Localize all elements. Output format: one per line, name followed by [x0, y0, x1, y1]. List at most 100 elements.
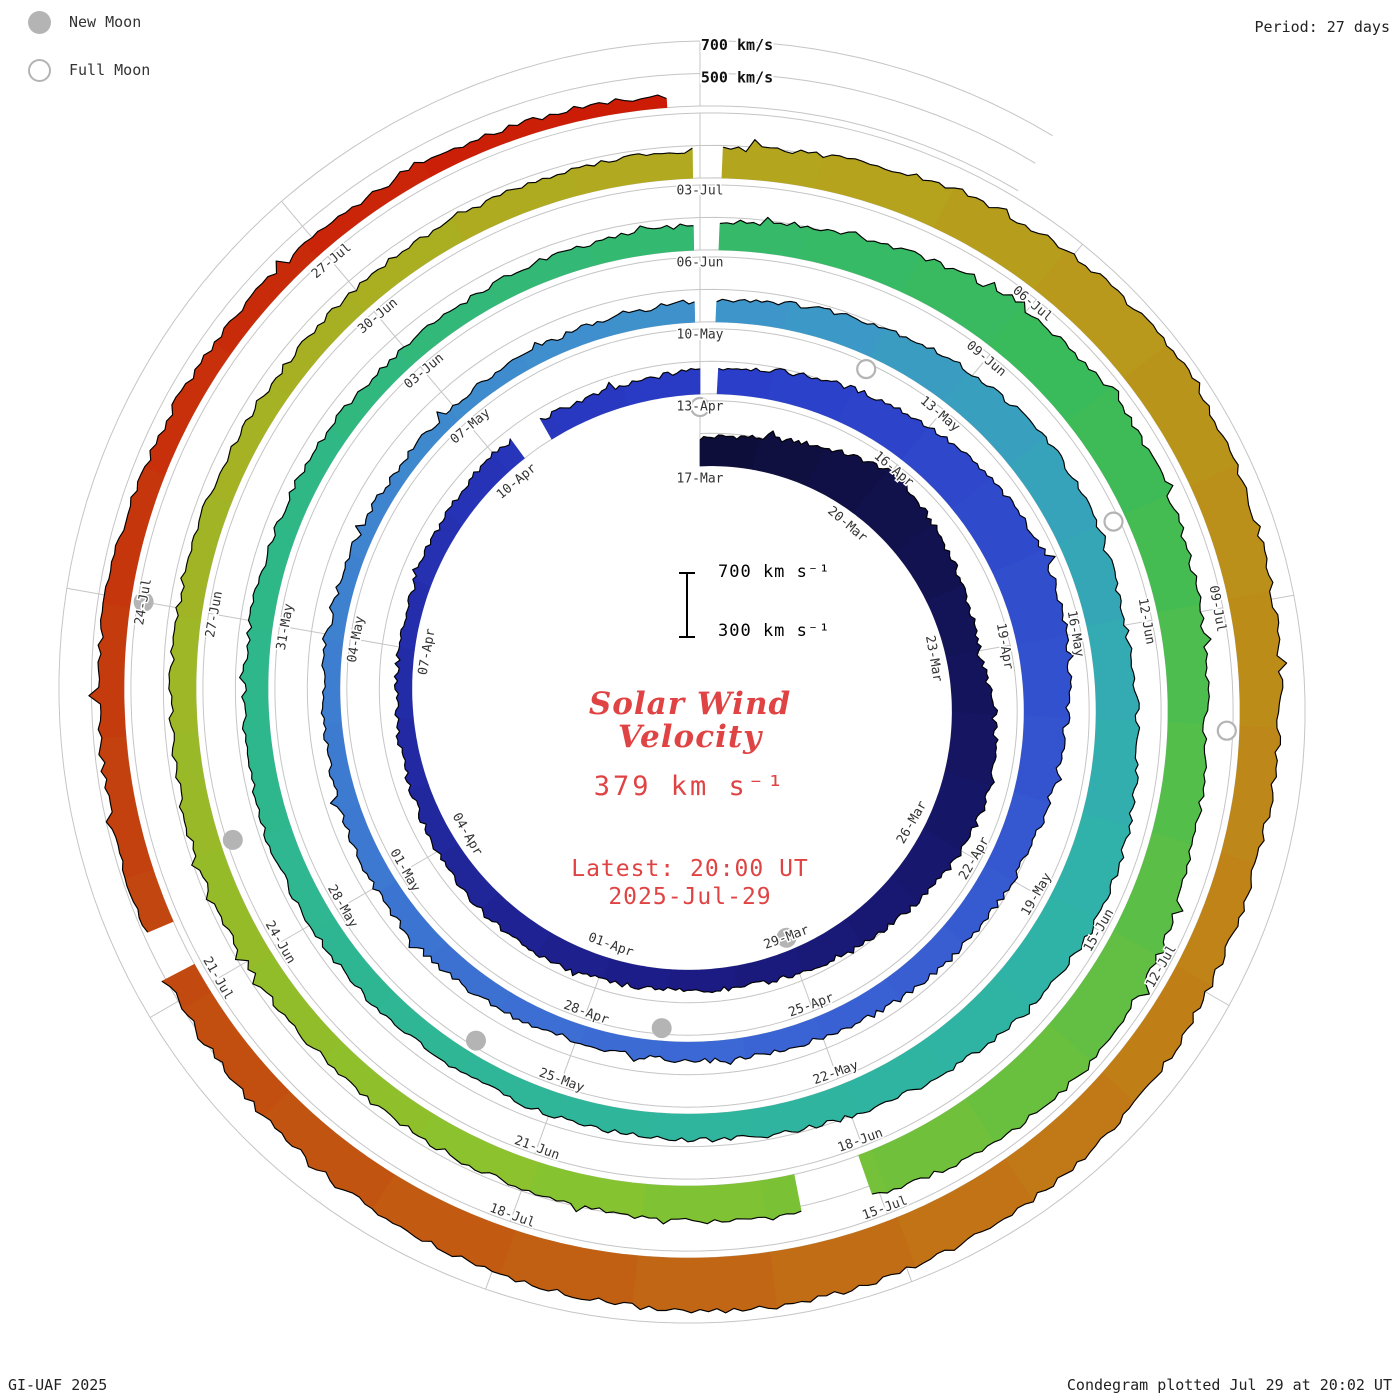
band-segment [783, 300, 886, 358]
center-text: Solar Wind Velocity 379 km s⁻¹ Latest: 2… [480, 686, 900, 910]
band-segment [412, 511, 463, 588]
date-label: 10-May [677, 328, 724, 343]
moon-markers [133, 359, 1237, 1051]
band-segment [323, 722, 360, 812]
ring-label-700: 700 km/s [701, 36, 773, 54]
new-moon-label: New Moon [69, 13, 142, 31]
band-segment [263, 826, 335, 932]
velocity-trace [88, 94, 1288, 1314]
velocity-trace-line [161, 139, 1288, 1314]
full-moon-legend-row: Full Moon [28, 58, 150, 82]
scale-bar-bottom-cap [679, 636, 695, 638]
ring-labels: 700 km/s 500 km/s [699, 34, 775, 89]
band-segment [144, 341, 231, 476]
scale-300-label: 300 km s⁻¹ [718, 621, 831, 641]
band-segment [499, 1230, 639, 1305]
band-segment [769, 1217, 917, 1310]
band-segment [945, 650, 998, 715]
full-moon-marker [1103, 511, 1124, 532]
date-label: 12-Jun [1135, 597, 1158, 646]
chart-title-line1: Solar Wind [588, 686, 792, 722]
band-segment [815, 154, 955, 229]
band-segment [124, 868, 174, 933]
credit-label: GI-UAF 2025 [8, 1376, 108, 1394]
velocity-trace-line [320, 299, 1074, 1065]
band-segment [213, 241, 318, 355]
full-moon-label: Full Moon [69, 61, 151, 79]
band-segment [528, 1162, 647, 1219]
band-segment [395, 717, 429, 791]
date-label: 07-Apr [416, 627, 439, 676]
date-label: 23-Mar [922, 634, 945, 683]
velocity-trace-line [88, 94, 667, 933]
band-segment [181, 991, 290, 1117]
band-segment [247, 954, 342, 1059]
band-segment [459, 1053, 564, 1119]
band-segment [239, 627, 273, 730]
band-segment [1157, 604, 1212, 725]
plotted-timestamp-label: Condegram plotted Jul 29 at 20:02 UT [1066, 1376, 1392, 1394]
spiral-bands [88, 94, 1288, 1314]
band-segment [1086, 618, 1140, 722]
full-moon-marker [1216, 720, 1237, 741]
band-segment [522, 319, 613, 370]
band-segment [376, 991, 473, 1073]
date-label: 06-Jun [677, 256, 724, 271]
new-moon-marker [776, 927, 797, 948]
chart-title-line2: Velocity [617, 719, 763, 756]
date-label: 27-Jun [203, 590, 226, 639]
band-segment [699, 434, 760, 470]
new-moon-marker [133, 591, 154, 612]
band-segment [631, 1251, 778, 1314]
period-label: Period: 27 days [1254, 18, 1390, 36]
band-segment [262, 1090, 395, 1210]
date-label: 09-Jul [1206, 584, 1229, 633]
band-segment [1124, 495, 1202, 614]
velocity-trace-line [239, 223, 1141, 1143]
band-segment [845, 1038, 948, 1115]
band-segment [102, 466, 166, 609]
band-segment [451, 167, 579, 242]
band-segment [1227, 590, 1288, 729]
scale-bar [679, 572, 695, 638]
date-label: 19-Apr [993, 622, 1016, 671]
new-moon-marker [651, 1018, 672, 1039]
new-moon-marker [466, 1030, 486, 1051]
latest-time-label: Latest: 20:00 UT [571, 855, 809, 882]
band-segment [602, 958, 671, 991]
band-segment [418, 1113, 540, 1191]
band-segment [650, 1108, 756, 1143]
band-segment [733, 948, 804, 988]
latest-date-label: 2025-Jul-29 [608, 883, 772, 910]
band-segment [430, 941, 512, 1011]
scale-bar-top-cap [679, 572, 695, 574]
band-segment [371, 1174, 516, 1275]
date-label: 31-May [274, 602, 297, 651]
velocity-value: 379 km s⁻¹ [593, 770, 787, 802]
band-segment [423, 113, 562, 177]
full-moon-icon [28, 58, 51, 82]
full-moon-marker [856, 359, 877, 380]
date-label: 13-Apr [677, 400, 724, 415]
band-segment [1176, 852, 1256, 988]
band-segment [742, 1017, 824, 1060]
velocity-trace-line [393, 430, 999, 994]
full-moon-marker [689, 396, 711, 418]
band-segment [330, 349, 412, 440]
scale-700-label: 700 km s⁻¹ [718, 562, 831, 582]
date-label: 03-Jul [677, 184, 724, 199]
ring-label-500: 500 km/s [701, 69, 773, 87]
velocity-trace-line [168, 147, 802, 1225]
band-segment [449, 354, 531, 421]
new-moon-legend-row: New Moon [28, 10, 150, 34]
band-segment [1220, 726, 1281, 864]
date-label: 17-Mar [677, 472, 724, 487]
band-segment [1113, 832, 1193, 956]
new-moon-icon [28, 10, 51, 34]
band-segment [312, 917, 395, 1009]
band-segment [241, 726, 292, 836]
band-segment [557, 94, 668, 126]
band-segment [641, 1180, 766, 1225]
velocity-trace-line [719, 216, 1212, 1195]
